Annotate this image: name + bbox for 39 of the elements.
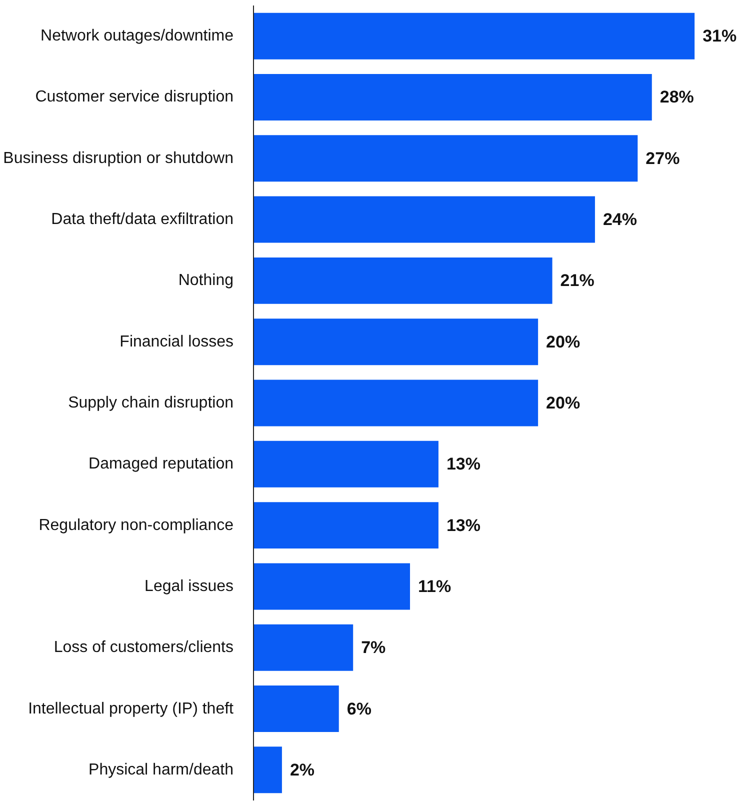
bar — [254, 686, 339, 732]
data-label: 6% — [346, 699, 372, 718]
data-label: 27% — [646, 148, 680, 168]
bar — [254, 380, 538, 426]
y-tick-label: Customer service disruption — [35, 88, 234, 106]
bar — [254, 746, 282, 794]
data-label: 20% — [546, 394, 580, 412]
y-tick-label: Network outages/downtime — [40, 28, 234, 45]
bar — [254, 257, 552, 304]
y-tick-label: Physical harm/death — [88, 761, 234, 778]
bar — [254, 318, 538, 366]
y-tick-label: Supply chain disruption — [68, 394, 234, 412]
data-label: 28% — [660, 88, 694, 107]
y-tick-label: Damaged reputation — [88, 456, 234, 473]
bar — [254, 74, 652, 120]
bar — [254, 12, 695, 60]
data-label: 31% — [702, 26, 737, 46]
y-tick-label: Loss of customers/clients — [54, 639, 234, 656]
y-tick-label: Business disruption or shutdown — [3, 150, 234, 167]
y-tick-label: Financial losses — [120, 333, 234, 350]
data-label: 13% — [446, 454, 480, 474]
data-label: 20% — [546, 332, 580, 352]
data-label: 24% — [602, 210, 638, 230]
y-tick-label: Data theft/data exfiltration — [51, 211, 234, 228]
bar — [254, 440, 438, 488]
y-tick-label: Nothing — [178, 272, 234, 290]
y-tick-label: Intellectual property (IP) theft — [28, 700, 234, 718]
data-label: 7% — [361, 638, 386, 658]
data-label: 21% — [560, 271, 594, 290]
bar — [254, 135, 638, 182]
bar — [254, 502, 438, 549]
data-label: 11% — [418, 576, 452, 596]
data-label: 2% — [290, 760, 315, 780]
bar — [254, 563, 410, 610]
y-tick-label: Regulatory non-compliance — [38, 516, 234, 534]
bar — [254, 624, 354, 671]
bar — [254, 196, 595, 243]
y-tick-label: Legal issues — [144, 578, 234, 595]
data-label: 13% — [446, 516, 480, 535]
